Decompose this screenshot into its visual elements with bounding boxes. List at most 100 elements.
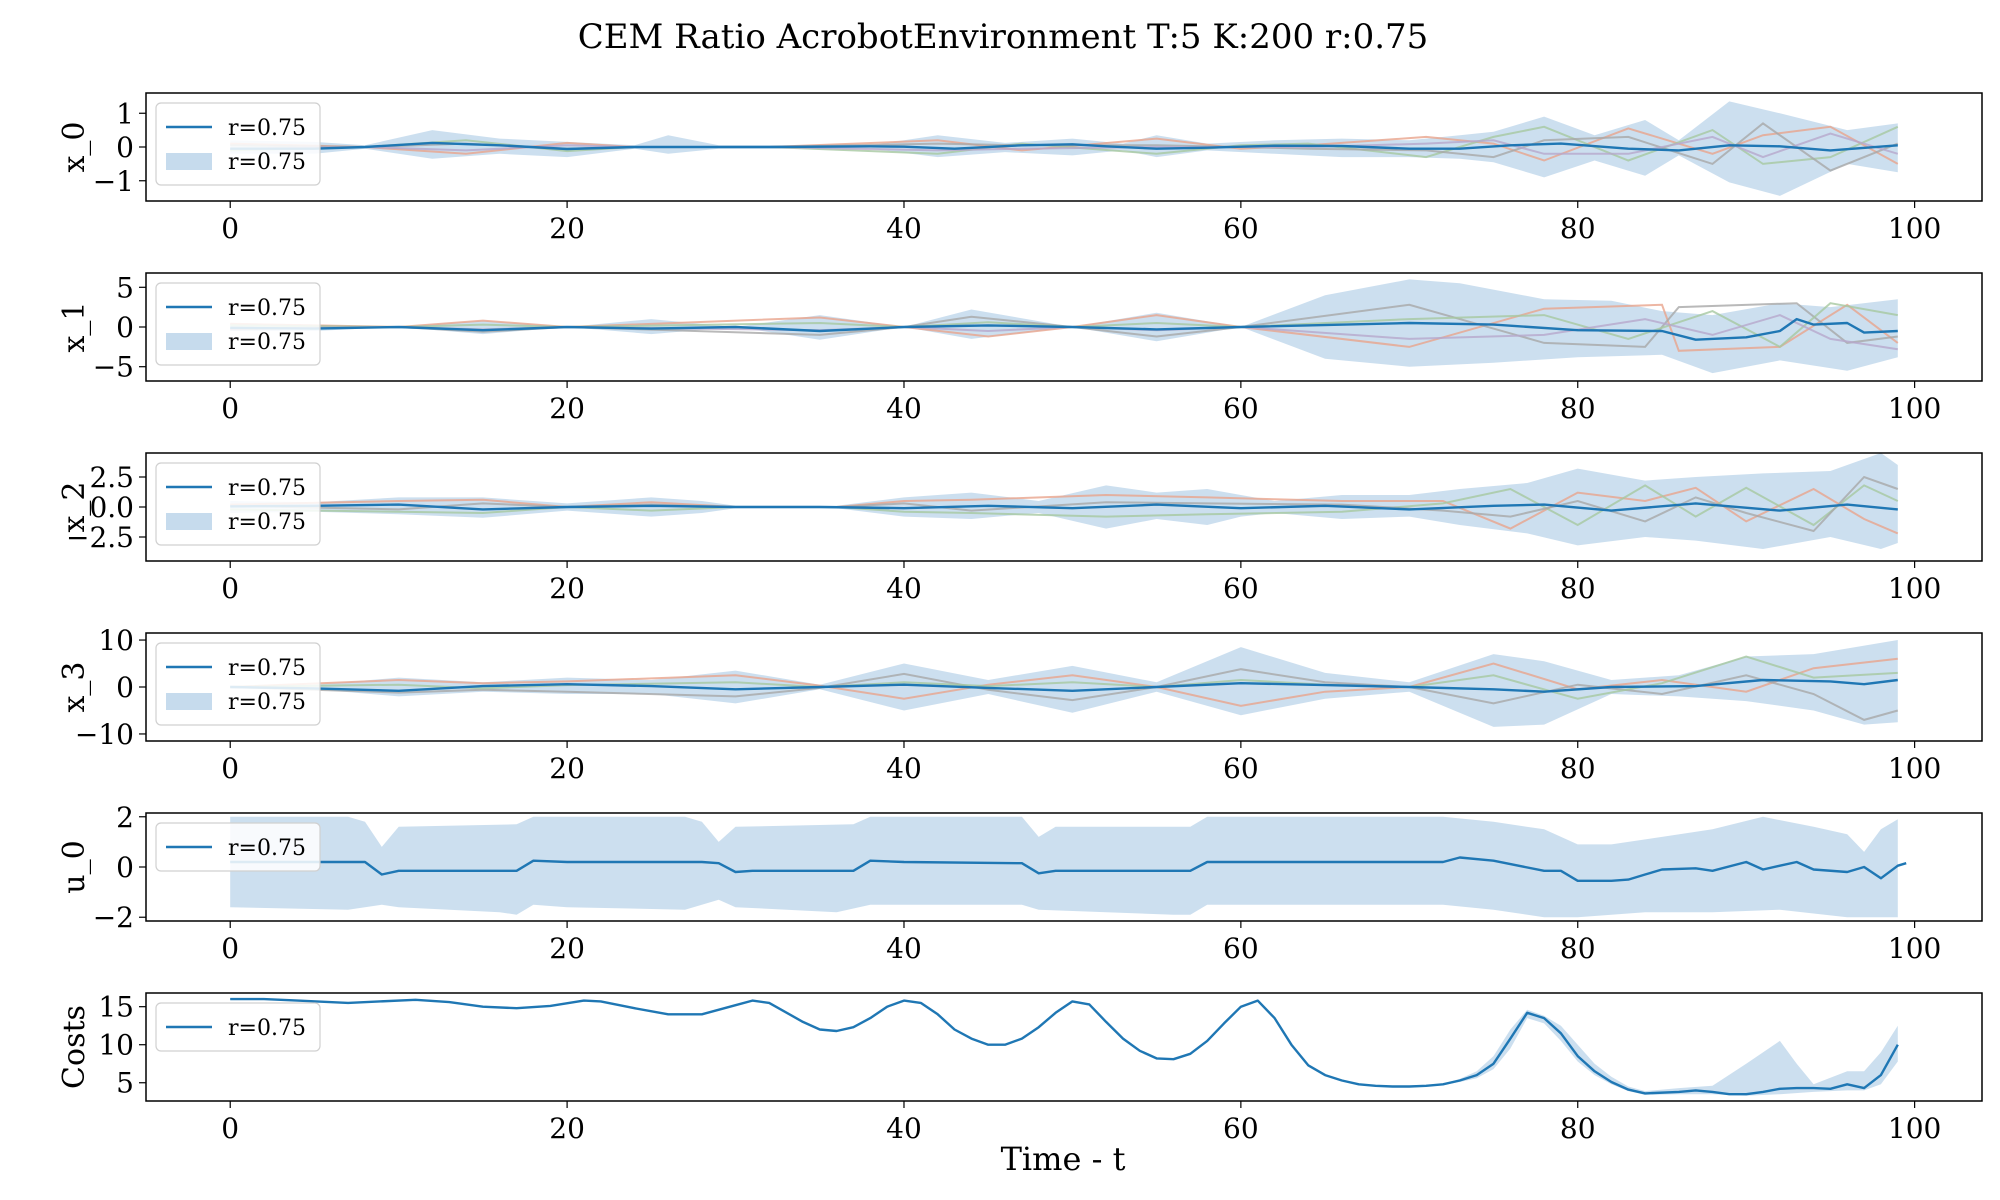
legend-band-swatch: [166, 333, 212, 350]
legend-label: r=0.75: [228, 116, 306, 141]
x-tick-label: 0: [221, 752, 239, 785]
x-tick-label: 20: [549, 932, 585, 965]
subplot-x-1: 0 20 40 60 80 100 5 0 −5x_1 r=0.75 r=0.75: [57, 271, 1983, 425]
legend-label: r=0.75: [228, 150, 306, 175]
legend-label: r=0.75: [228, 476, 306, 501]
sample-trajectory-green: [230, 484, 1899, 527]
y-axis-label: x_3: [57, 661, 92, 712]
sample-trajectory-green: [230, 125, 1899, 165]
legend-label: r=0.75: [228, 690, 306, 715]
x-tick-label: 0: [221, 212, 239, 245]
confidence-band: [230, 816, 1898, 918]
x-tick-label: 100: [1888, 752, 1941, 785]
x-tick-label: 20: [549, 572, 585, 605]
y-tick-label: 2.5: [89, 461, 134, 494]
x-tick-label: 60: [1223, 572, 1259, 605]
x-tick-label: 40: [886, 932, 922, 965]
x-tick-label: 100: [1888, 392, 1941, 425]
x-tick-label: 100: [1888, 1112, 1941, 1145]
x-axis-label: Time - t: [1001, 1140, 1126, 1178]
legend-band-swatch: [166, 513, 212, 530]
y-tick-label: 10: [98, 624, 134, 657]
y-tick-label: 15: [98, 991, 134, 1024]
x-tick-label: 100: [1888, 572, 1941, 605]
x-tick-label: 80: [1560, 392, 1596, 425]
sample-trajectory-green: [230, 302, 1898, 349]
subplot-costs: 0 20 40 60 80 100 15 10 5 Costs r=0.75: [57, 991, 1983, 1145]
legend-label: r=0.75: [228, 330, 306, 355]
mean-line: [230, 678, 1898, 693]
x-tick-label: 60: [1223, 1112, 1259, 1145]
legend-label: r=0.75: [228, 656, 306, 681]
x-tick-label: 20: [549, 212, 585, 245]
legend-label: r=0.75: [228, 296, 306, 321]
x-tick-label: 20: [549, 752, 585, 785]
y-axis-label: x_2: [57, 481, 92, 532]
y-tick-label: 0: [116, 671, 134, 704]
x-tick-label: 40: [886, 572, 922, 605]
y-tick-label: 10: [98, 1029, 134, 1062]
x-tick-label: 20: [549, 392, 585, 425]
x-tick-label: 80: [1560, 572, 1596, 605]
sample-trajectory-orange: [230, 125, 1899, 165]
y-axis-label: x_1: [57, 301, 92, 352]
y-axis-label: u_0: [57, 840, 92, 893]
x-tick-label: 100: [1888, 212, 1941, 245]
legend-label: r=0.75: [228, 510, 306, 535]
x-tick-label: 100: [1888, 932, 1941, 965]
x-tick-label: 0: [221, 932, 239, 965]
legend-box: [155, 822, 321, 872]
x-tick-label: 40: [886, 752, 922, 785]
sample-trajectory-orange: [230, 303, 1899, 352]
x-tick-label: 80: [1560, 1112, 1596, 1145]
x-tick-label: 60: [1223, 932, 1259, 965]
figure-title: CEM Ratio AcrobotEnvironment T:5 K:200 r…: [578, 17, 1429, 57]
y-axis-label: x_0: [57, 121, 92, 172]
legend-label: r=0.75: [228, 1016, 306, 1041]
sample-trajectory-gray: [230, 668, 1899, 721]
y-tick-label: 5: [116, 271, 134, 304]
x-tick-label: 60: [1223, 752, 1259, 785]
y-tick-label: 2: [116, 801, 134, 834]
mean-line: [230, 317, 1898, 341]
y-tick-label: 0.0: [89, 491, 134, 524]
x-tick-label: 40: [886, 1112, 922, 1145]
mean-line: [230, 502, 1898, 512]
x-tick-label: 0: [221, 1112, 239, 1145]
mean-line: [230, 856, 1907, 882]
x-tick-label: 60: [1223, 212, 1259, 245]
subplot-x-2: 0 20 40 60 80 100 2.50.0−2.5x_2 r=0.75 r=0.75: [57, 452, 1983, 605]
x-tick-label: 80: [1560, 212, 1596, 245]
x-tick-label: 80: [1560, 752, 1596, 785]
y-axis-label: Costs: [57, 1005, 92, 1089]
mean-line: [230, 997, 1899, 1096]
y-tick-label: −1: [93, 165, 134, 198]
y-tick-label: 0: [116, 851, 134, 884]
legend-band-swatch: [166, 153, 212, 170]
mean-line: [230, 141, 1898, 152]
y-tick-label: −5: [93, 351, 134, 384]
y-tick-label: 0: [116, 131, 134, 164]
x-tick-label: 80: [1560, 932, 1596, 965]
x-tick-label: 60: [1223, 392, 1259, 425]
legend-label: r=0.75: [228, 836, 306, 861]
x-tick-label: 40: [886, 392, 922, 425]
legend-band-swatch: [166, 693, 212, 710]
legend-box: [155, 1002, 321, 1052]
y-tick-label: −2: [93, 901, 134, 934]
y-tick-label: 0: [116, 311, 134, 344]
x-tick-label: 0: [221, 572, 239, 605]
y-tick-label: 5: [116, 1067, 134, 1100]
y-tick-label: −2.5: [66, 521, 134, 554]
y-tick-label: 1: [116, 97, 134, 130]
x-tick-label: 0: [221, 392, 239, 425]
confidence-band: [230, 453, 1898, 549]
x-tick-label: 40: [886, 212, 922, 245]
axes-frame: [145, 992, 1983, 1102]
